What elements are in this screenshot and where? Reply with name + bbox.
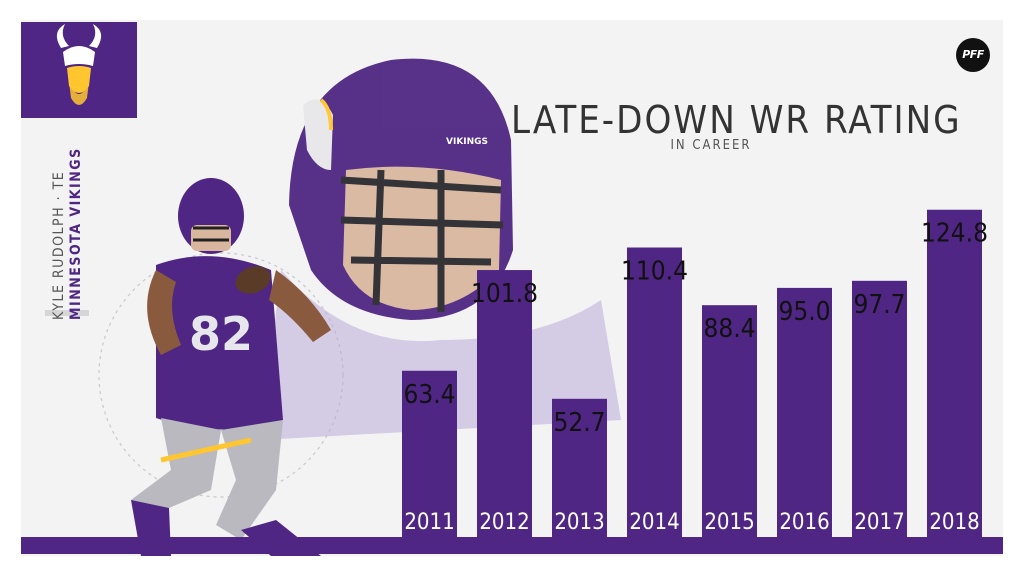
bar-2011 xyxy=(402,370,457,537)
bar-value-label: 101.8 xyxy=(471,279,538,309)
bar-category-label: 2011 xyxy=(404,510,454,535)
bar-value-label: 124.8 xyxy=(921,219,988,249)
bar-category-label: 2018 xyxy=(929,510,979,535)
divider xyxy=(45,310,89,316)
graphic-canvas: VIKINGS 82 PFF xyxy=(21,20,1003,556)
bar-2017 xyxy=(852,280,907,537)
viking-head-icon xyxy=(56,24,102,105)
bar-2014 xyxy=(627,247,682,538)
bar-category-label: 2012 xyxy=(479,510,529,535)
svg-text:82: 82 xyxy=(189,307,253,361)
bar-2016 xyxy=(777,287,832,537)
bar-category-label: 2017 xyxy=(854,510,904,535)
bar-value-label: 88.4 xyxy=(703,314,755,344)
bar-category-label: 2014 xyxy=(629,510,679,535)
bar-category-label: 2013 xyxy=(554,510,604,535)
chart-subtitle: IN CAREER xyxy=(670,138,752,153)
bar-value-label: 52.7 xyxy=(553,408,605,438)
bar-chart: 63.4 2011 101.8 2012 52.7 2013 110.4 2014 88.4 20… xyxy=(402,209,988,538)
svg-text:VIKINGS: VIKINGS xyxy=(446,137,488,147)
bar-2012 xyxy=(477,270,532,537)
footer-bar xyxy=(21,537,1003,554)
chart-title: LATE-DOWN WR RATING xyxy=(511,98,962,142)
bar-2013 xyxy=(552,398,607,537)
bar-value-label: 95.0 xyxy=(778,297,830,327)
pff-logo: PFF xyxy=(956,38,990,72)
team-logo xyxy=(21,22,137,118)
bar-value-label: 63.4 xyxy=(403,380,455,410)
bar-value-label: 97.7 xyxy=(853,290,905,320)
bar-value-label: 110.4 xyxy=(621,257,688,287)
bar-2018 xyxy=(927,209,982,537)
bar-2015 xyxy=(702,305,757,537)
bar-category-label: 2016 xyxy=(779,510,829,535)
bar-category-label: 2015 xyxy=(704,510,754,535)
